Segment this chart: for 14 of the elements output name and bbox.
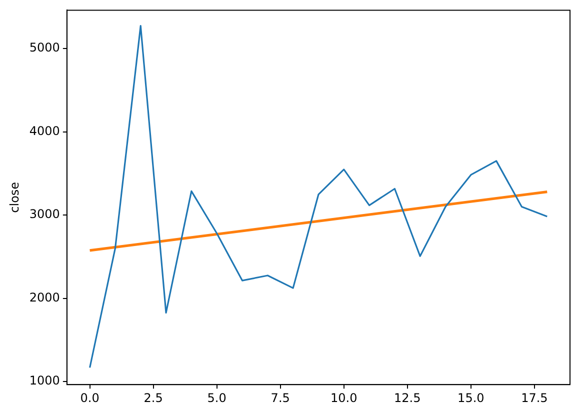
x-tick-label: 12.5 [394,390,421,405]
y-tick-label: 2000 [29,290,60,304]
y-tick-label: 3000 [29,207,60,222]
y-axis-title: close [7,182,22,213]
y-tick-label: 4000 [29,124,60,138]
x-tick-label: 0.0 [80,390,100,405]
x-tick-label: 10.0 [330,390,358,405]
x-tick-label: 5.0 [207,390,226,405]
y-tick-label: 1000 [29,374,60,388]
y-tick-label: 5000 [29,40,60,55]
x-tick-label: 7.5 [270,390,290,405]
x-tick-label: 2.5 [144,390,163,405]
x-tick-label: 15.0 [458,390,484,405]
x-tick-label: 17.5 [521,390,548,405]
